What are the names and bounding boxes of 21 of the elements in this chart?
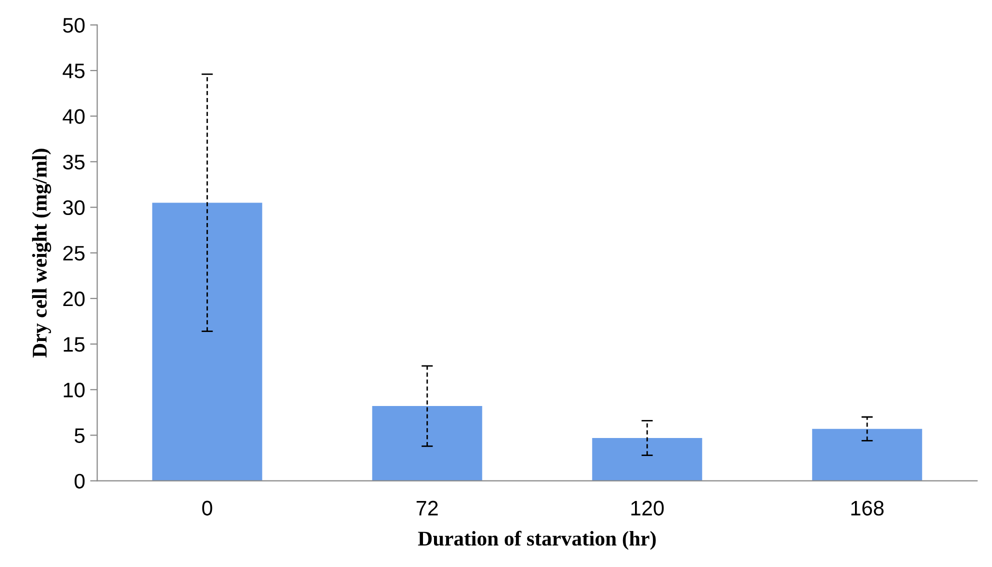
x-tick-label: 120 [631,500,664,516]
x-tick-label: 0 [202,500,212,516]
x-tick-label: 72 [416,500,438,516]
y-tick-label: 20 [63,291,85,306]
bar [592,438,702,481]
y-tick-label: 25 [63,246,85,261]
bar [152,202,262,481]
y-tick-label: 40 [62,109,85,124]
y-tick-label: 30 [63,200,85,216]
bar [812,428,922,481]
y-tick-label: 10 [64,382,85,398]
y-tick-label: 0 [74,474,85,489]
y-tick-label: 35 [63,154,85,170]
y-axis-title: Dry cell weight (mg/ml) [32,148,52,358]
y-tick-label: 5 [74,428,85,443]
x-axis-title: Duration of starvation (hr) [418,530,656,550]
y-tick-label: 45 [62,64,85,78]
bar [372,406,482,481]
y-tick-label: 15 [64,337,85,352]
y-tick-label: 50 [63,18,85,33]
x-tick-label: 168 [851,500,884,516]
